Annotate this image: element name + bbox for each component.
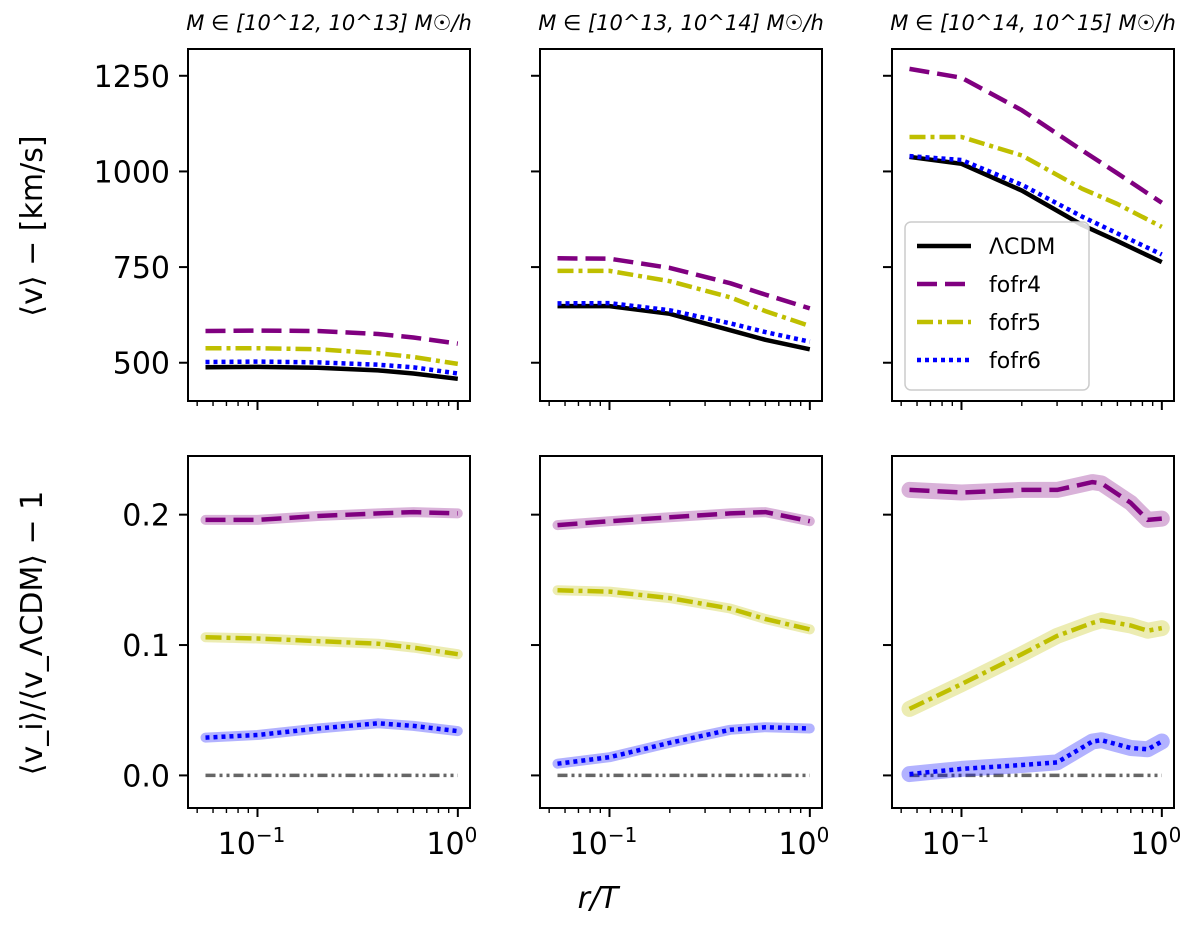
line-lcdm — [909, 154, 1163, 265]
line-fofr4 — [205, 509, 458, 523]
panel-frame — [891, 48, 1175, 402]
series-group — [205, 328, 459, 382]
column-title-1: M ∈ [10^12, 10^13] M☉/h — [186, 11, 472, 35]
band-fofr6 — [552, 722, 815, 769]
panel-5: 10−1 100 — [531, 455, 829, 862]
band-fofr6 — [901, 732, 1170, 783]
panel-frame — [539, 455, 823, 809]
line-lcdm — [557, 303, 811, 352]
line-fofr6 — [909, 737, 1163, 777]
legend: ΛCDM fofr4 fofr5 fofr6 — [904, 221, 1090, 391]
x-tick-label: 100 — [778, 823, 829, 862]
column-title-3: M ∈ [10^14, 10^15] M☉/h — [890, 11, 1176, 35]
legend-box — [904, 221, 1090, 391]
y-tick-label: 0.1 — [122, 629, 170, 664]
legend-label-fofr5: fofr5 — [989, 311, 1041, 336]
legend-label-fofr6: fofr6 — [989, 349, 1041, 374]
series-group — [552, 507, 815, 778]
y-tick-label: 1250 — [94, 60, 170, 95]
line-fofr5 — [909, 134, 1163, 229]
line-fofr5 — [908, 618, 1163, 711]
line-fofr4 — [557, 509, 811, 528]
line-fofr4 — [205, 328, 459, 346]
x-tick-label: 10−1 — [922, 823, 990, 862]
y-tick-label: 1000 — [94, 155, 170, 190]
panel-6: 10−1 100 — [883, 455, 1181, 862]
panel-frame — [187, 48, 471, 402]
series-group — [901, 474, 1170, 783]
y-tick-label: 0.2 — [122, 499, 170, 534]
series-group — [200, 507, 463, 778]
legend-label-fofr4: fofr4 — [989, 273, 1041, 298]
column-title-2: M ∈ [10^13, 10^14] M☉/h — [538, 11, 824, 35]
x-tick-label: 10−1 — [570, 823, 638, 862]
x-axis-title: r/T — [578, 881, 621, 916]
x-tick-label: 100 — [1130, 823, 1181, 862]
panel-frame — [891, 455, 1175, 809]
panel-1: 500 750 1000 1250 — [94, 48, 471, 410]
line-fofr5 — [205, 634, 459, 657]
line-lcdm — [205, 364, 459, 382]
line-fofr6 — [909, 153, 1163, 257]
line-fofr6 — [557, 300, 811, 344]
legend-label-lcdm: ΛCDM — [989, 235, 1055, 260]
line-fofr4 — [909, 66, 1164, 205]
labels-group: M ∈ [10^12, 10^13] M☉/h M ∈ [10^13, 10^1… — [15, 11, 1176, 916]
x-tick-label: 10−1 — [218, 823, 286, 862]
panels-group: 500 750 1000 1250 ΛCDM fofr4 fofr5 fofr6 10−1 100… — [94, 48, 1181, 862]
line-fofr5 — [557, 268, 811, 329]
y-tick-label: 500 — [113, 347, 170, 382]
band-fofr5 — [901, 612, 1170, 717]
panel-2 — [531, 48, 823, 410]
y-tick-label: 750 — [113, 251, 170, 286]
series-group — [909, 66, 1164, 265]
line-fofr4 — [909, 479, 1163, 523]
line-fofr5 — [557, 588, 811, 632]
line-fofr5 — [205, 345, 459, 367]
band-fofr6 — [200, 718, 463, 743]
line-fofr6 — [205, 721, 459, 740]
panel-4: 10−1 100 0.0 0.1 0.2 — [122, 455, 477, 862]
y-axis-title-bottom: ⟨v_i⟩/⟨v_ΛCDM⟩ − 1 — [15, 491, 50, 776]
y-tick-label: 0.0 — [122, 759, 170, 794]
panel-3: ΛCDM fofr4 fofr5 fofr6 — [883, 48, 1175, 410]
line-fofr6 — [557, 724, 810, 766]
band-fofr5 — [552, 585, 815, 635]
series-group — [557, 256, 811, 352]
panel-frame — [187, 455, 471, 809]
line-fofr4 — [557, 256, 811, 311]
x-tick-label: 100 — [426, 823, 477, 862]
y-axis-title-top: ⟨v⟩ − [km/s] — [15, 135, 50, 316]
panel-frame — [539, 48, 823, 402]
line-fofr6 — [205, 359, 459, 376]
